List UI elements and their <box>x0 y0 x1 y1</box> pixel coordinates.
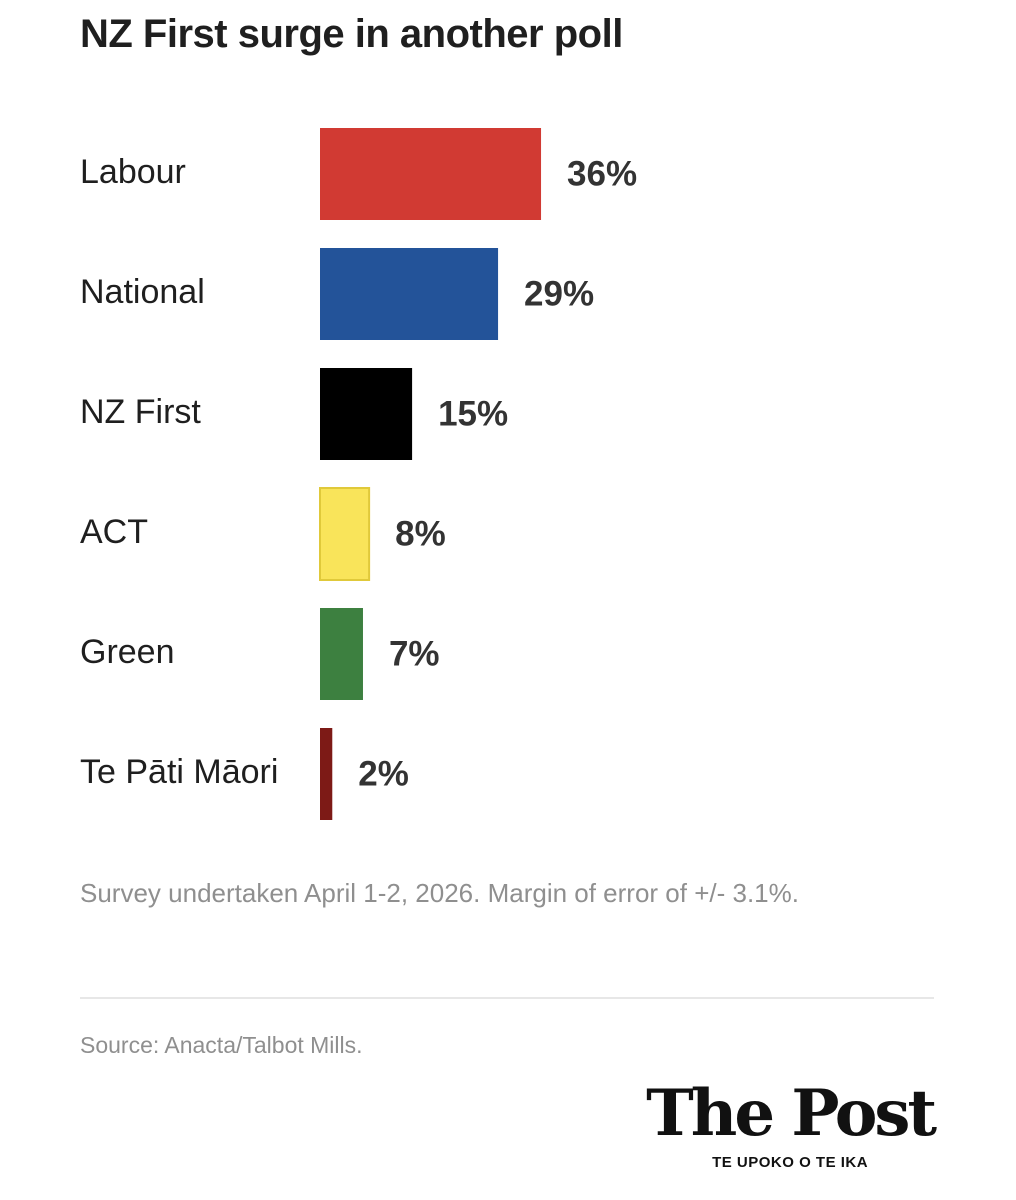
bar-labour <box>320 128 542 220</box>
chart-title: NZ First surge in another poll <box>80 12 623 56</box>
category-label-labour: Labour <box>80 153 186 191</box>
category-label-te-pati-maori: Te Pāti Māori <box>80 753 278 791</box>
source-note: Source: Anacta/Talbot Mills. <box>80 1032 363 1058</box>
value-label-te-pati-maori: 2% <box>358 754 409 793</box>
category-label-green: Green <box>80 633 175 671</box>
logo-name: The Post <box>646 1076 937 1151</box>
bar-green <box>320 608 363 700</box>
bar-nz-first <box>320 368 413 460</box>
bar-te-pati-maori <box>320 728 333 820</box>
value-label-national: 29% <box>524 274 594 313</box>
bar-chart: Labour 36% National 29% NZ First 15% ACT 8% Gree… <box>80 128 637 820</box>
publisher-logo: The Post TE UPOKO O TE IKA <box>646 1076 937 1172</box>
value-label-nz-first: 15% <box>438 394 508 433</box>
bar-act <box>319 487 371 581</box>
divider <box>80 997 934 999</box>
category-label-national: National <box>80 273 205 311</box>
value-label-act: 8% <box>395 514 446 553</box>
category-label-nz-first: NZ First <box>80 393 201 431</box>
category-label-act: ACT <box>80 513 148 551</box>
bar-national <box>320 248 499 340</box>
survey-footnote: Survey undertaken April 1-2, 2026. Margi… <box>80 878 799 908</box>
logo-tagline: TE UPOKO O TE IKA <box>712 1154 869 1171</box>
value-label-green: 7% <box>389 634 440 673</box>
value-label-labour: 36% <box>567 154 637 193</box>
